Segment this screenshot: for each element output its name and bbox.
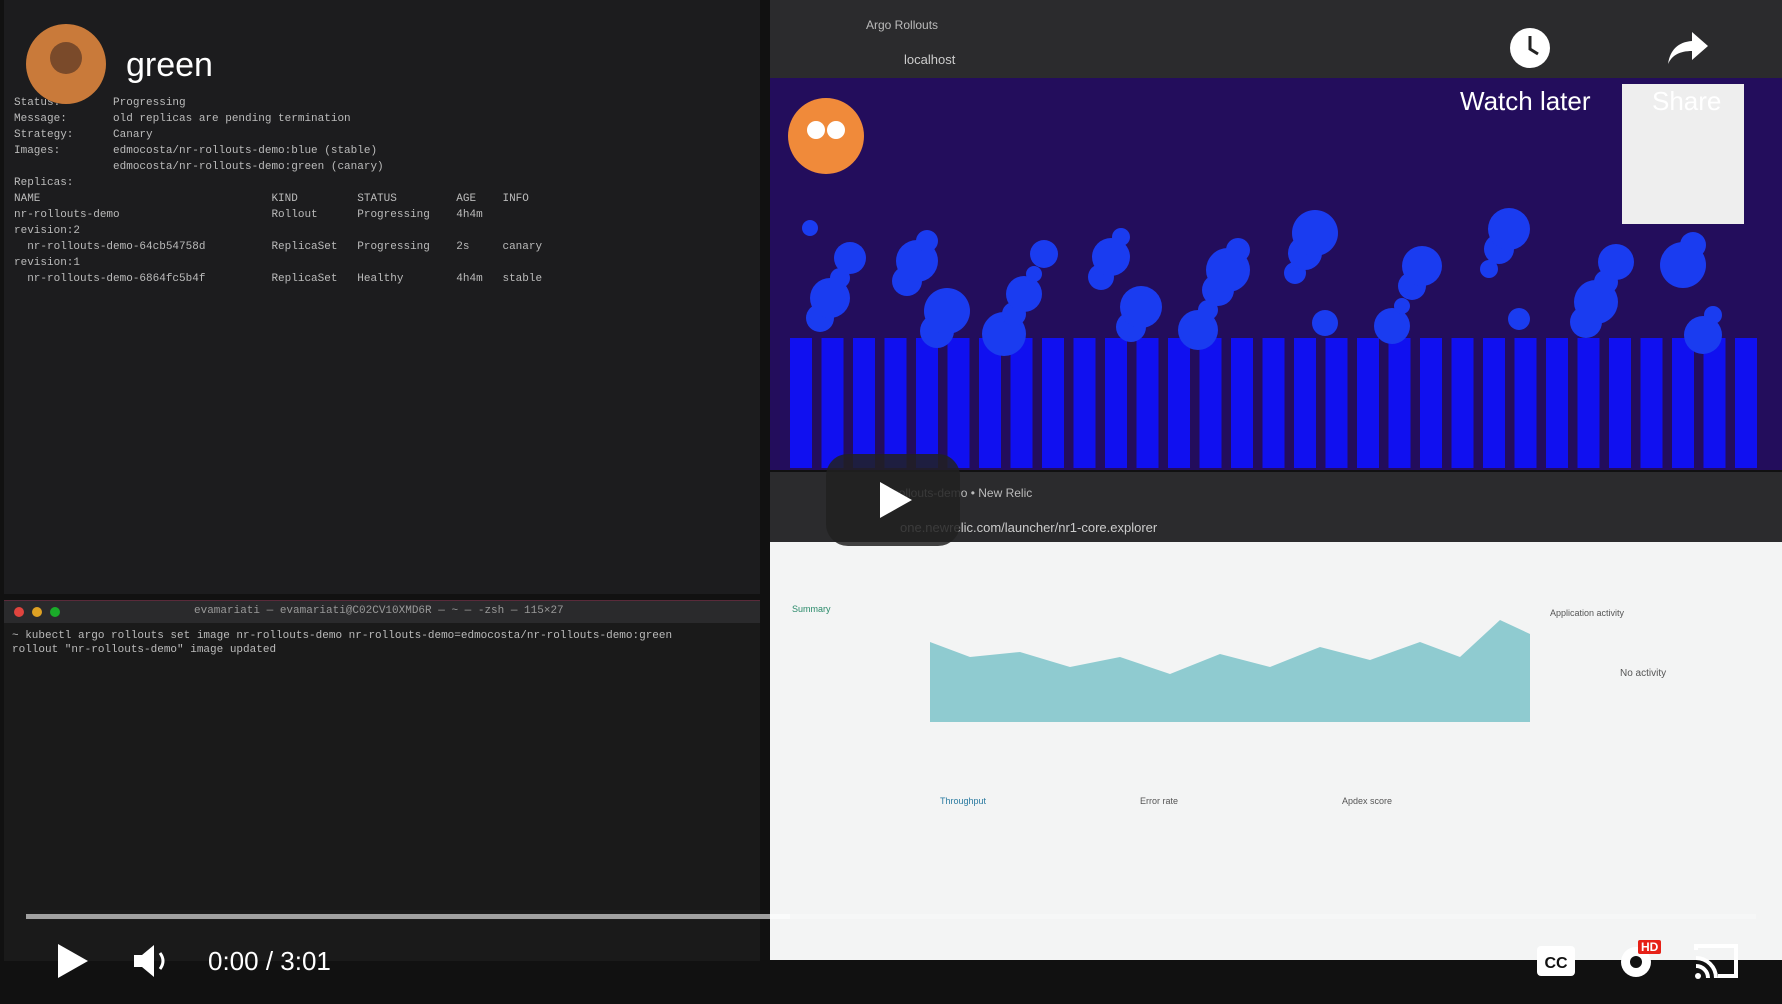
terminal-title: evamariati — evamariati@C02CV10XMD6R — ~… bbox=[194, 605, 564, 617]
watch-later-icon[interactable] bbox=[1508, 26, 1552, 70]
widget-title: Apdex score bbox=[1342, 796, 1393, 806]
terminal-line: NAME KIND STATUS AGE INFO bbox=[14, 193, 529, 205]
chart-area bbox=[930, 620, 1530, 722]
cast-button[interactable] bbox=[1692, 940, 1740, 982]
volume-control[interactable] bbox=[132, 942, 172, 980]
tab-title: Argo Rollouts bbox=[866, 18, 939, 32]
browser-newrelic: nr-rollouts-demo • New Relic one.newreli… bbox=[770, 472, 1782, 960]
url: localhost bbox=[904, 52, 956, 67]
widget-title: Throughput bbox=[940, 796, 987, 806]
captions-button[interactable]: CC bbox=[1536, 944, 1576, 978]
play-button[interactable] bbox=[826, 454, 960, 546]
panel-title: Application activity bbox=[1550, 608, 1625, 618]
channel-avatar[interactable] bbox=[24, 22, 108, 106]
title-bar: evamariati — evamariati@C02CV10XMD6R — ~… bbox=[4, 601, 760, 623]
terminal-line: revision:1 bbox=[14, 257, 81, 269]
terminal-line: nr-rollouts-demo-6864fc5b4f ReplicaSet H… bbox=[14, 273, 543, 285]
terminal-line: edmocosta/nr-rollouts-demo:green (canary… bbox=[14, 161, 384, 173]
terminal-output: Status: Progressing Message: old replicas… bbox=[14, 95, 542, 287]
time-display: 0:00 / 3:01 bbox=[208, 946, 331, 976]
settings-button[interactable] bbox=[1618, 938, 1658, 982]
terminal-line: Message: old replicas are pending termin… bbox=[14, 113, 351, 125]
terminal-line: nr-rollouts-demo-64cb54758d ReplicaSet P… bbox=[14, 241, 543, 253]
share[interactable]: Share bbox=[1652, 86, 1722, 116]
terminal-bottom: evamariati — evamariati@C02CV10XMD6R — ~… bbox=[4, 600, 760, 961]
share-icon[interactable] bbox=[1666, 28, 1710, 68]
browser-argo: Argo Rollouts localhost bbox=[770, 0, 1782, 470]
url: one.newrelic.com/launcher/nr1-core.explo… bbox=[900, 520, 1158, 535]
widget-title: Error rate bbox=[1140, 796, 1179, 806]
terminal-line: revision:2 bbox=[14, 225, 81, 237]
video-title[interactable]: green bbox=[126, 46, 213, 84]
terminal-output: ~ kubectl argo rollouts set image nr-rol… bbox=[12, 629, 672, 657]
terminal-line: rollout "nr-rollouts-demo" image updated bbox=[12, 644, 277, 656]
game-area bbox=[788, 84, 1757, 468]
watch-later[interactable]: Watch later bbox=[1460, 86, 1591, 116]
terminal-top: Status: Progressing Message: old replicas… bbox=[4, 0, 760, 594]
terminal-line: ~ kubectl argo rollouts set image nr-rol… bbox=[12, 630, 673, 642]
hd-badge: HD bbox=[1638, 940, 1662, 954]
svg-text:CC: CC bbox=[1544, 955, 1568, 972]
nav-item: Summary bbox=[792, 604, 831, 614]
terminal-line: Strategy: Canary bbox=[14, 129, 153, 141]
terminal-line: Images: edmocosta/nr-rollouts-demo:blue … bbox=[14, 145, 378, 157]
progress-bar[interactable] bbox=[26, 914, 1756, 919]
browser-chrome: Argo Rollouts localhost bbox=[770, 0, 1782, 78]
play-control[interactable] bbox=[54, 942, 90, 980]
empty-state: No activity bbox=[1620, 668, 1667, 679]
terminal-line: nr-rollouts-demo Rollout Progressing 4h4… bbox=[14, 209, 483, 221]
terminal-line: Replicas: bbox=[14, 177, 74, 189]
